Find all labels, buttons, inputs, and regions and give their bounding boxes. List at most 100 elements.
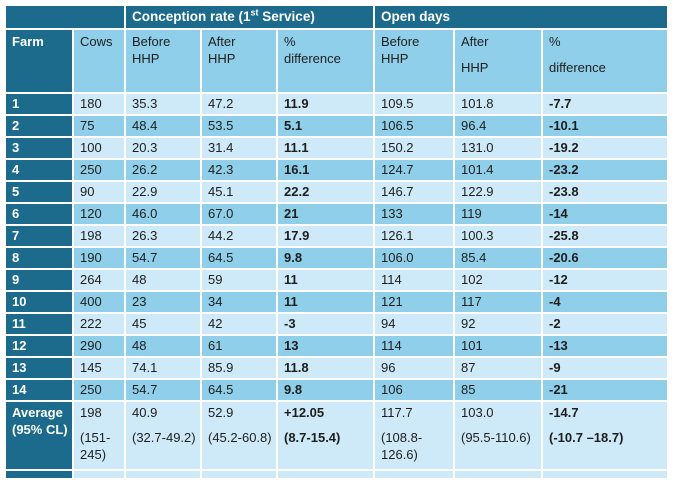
column-header-cr-after-hhp: After HHP bbox=[202, 30, 276, 92]
cr-before-cell: 20.3 bbox=[126, 138, 200, 158]
cows-cell: 250 bbox=[74, 380, 124, 400]
cr-after-cell: 67.0 bbox=[202, 204, 276, 224]
cr-diff-cell: 9.8 bbox=[278, 248, 373, 268]
table-row: 8 190 54.7 64.5 9.8 106.0 85.4 -20.6 bbox=[6, 248, 667, 268]
od-diff-cell: -10.1 bbox=[543, 116, 667, 136]
cr-after-cell: 31.4 bbox=[202, 138, 276, 158]
cr-before-cell: 54.7 bbox=[126, 248, 200, 268]
average-cows-cell: 198 (151-245) bbox=[74, 402, 124, 469]
farm-number-cell: 8 bbox=[6, 248, 72, 268]
cows-cell: 264 bbox=[74, 270, 124, 290]
cr-before-cell: 35.3 bbox=[126, 94, 200, 114]
cr-after-cell: 45.1 bbox=[202, 182, 276, 202]
cows-cell: 222 bbox=[74, 314, 124, 334]
column-header-od-before-hhp: Before HHP bbox=[375, 30, 453, 92]
table-row: 14 250 54.7 64.5 9.8 106 85 -21 bbox=[6, 380, 667, 400]
od-before-cell: 114 bbox=[375, 270, 453, 290]
od-after-cell: 117 bbox=[455, 292, 541, 312]
table-row: 9 264 48 59 11 114 102 -12 bbox=[6, 270, 667, 290]
cr-diff-cell: 22.2 bbox=[278, 182, 373, 202]
group-header-open-days: Open days bbox=[375, 6, 667, 28]
od-before-cell: 150.2 bbox=[375, 138, 453, 158]
average-od-after-cell: 103.0 (95.5-110.6) bbox=[455, 402, 541, 469]
od-after-cell: 96.4 bbox=[455, 116, 541, 136]
cr-before-cell: 22.9 bbox=[126, 182, 200, 202]
superscript-st: st bbox=[250, 7, 259, 18]
table-row: 6 120 46.0 67.0 21 133 119 -14 bbox=[6, 204, 667, 224]
farm-number-cell: 11 bbox=[6, 314, 72, 334]
od-before-cell: 124.7 bbox=[375, 160, 453, 180]
column-header-cr-pct-difference: % difference bbox=[278, 30, 373, 92]
od-after-cell: 85.4 bbox=[455, 248, 541, 268]
od-diff-cell: -19.2 bbox=[543, 138, 667, 158]
od-before-cell: 121 bbox=[375, 292, 453, 312]
cr-diff-cell: 16.1 bbox=[278, 160, 373, 180]
cows-cell: 400 bbox=[74, 292, 124, 312]
od-after-cell: 101.8 bbox=[455, 94, 541, 114]
column-header-od-pct-difference: % difference bbox=[543, 30, 667, 92]
farm-number-cell: 1 bbox=[6, 94, 72, 114]
od-before-cell: 94 bbox=[375, 314, 453, 334]
cr-before-cell: 26.2 bbox=[126, 160, 200, 180]
cr-diff-cell: 21 bbox=[278, 204, 373, 224]
od-after-cell: 101 bbox=[455, 336, 541, 356]
average-od-before-cell: 117.7 (108.8-126.6) bbox=[375, 402, 453, 469]
farm-results-table: Conception rate (1st Service) Open days … bbox=[4, 4, 669, 480]
group-header-conception: Conception rate (1st Service) bbox=[126, 6, 373, 28]
cows-cell: 90 bbox=[74, 182, 124, 202]
cr-before-cell: 48.4 bbox=[126, 116, 200, 136]
average-cr-after-cell: 52.9 (45.2-60.8) bbox=[202, 402, 276, 469]
od-after-cell: 87 bbox=[455, 358, 541, 378]
empty-cell bbox=[455, 471, 541, 478]
table-row: 12 290 48 61 13 114 101 -13 bbox=[6, 336, 667, 356]
cr-before-cell: 54.7 bbox=[126, 380, 200, 400]
table-row: 1 180 35.3 47.2 11.9 109.5 101.8 -7.7 bbox=[6, 94, 667, 114]
od-before-cell: 106 bbox=[375, 380, 453, 400]
cr-after-cell: 47.2 bbox=[202, 94, 276, 114]
cr-before-cell: 45 bbox=[126, 314, 200, 334]
cows-cell: 120 bbox=[74, 204, 124, 224]
od-diff-cell: -23.8 bbox=[543, 182, 667, 202]
group-header-spacer bbox=[6, 6, 124, 28]
cr-diff-cell: 5.1 bbox=[278, 116, 373, 136]
cr-after-cell: 34 bbox=[202, 292, 276, 312]
farm-number-cell: 4 bbox=[6, 160, 72, 180]
table-row: 10 400 23 34 11 121 117 -4 bbox=[6, 292, 667, 312]
table-footer: Average (95% CL) 198 (151-245) 40.9 (32.7-4… bbox=[6, 402, 667, 478]
od-diff-cell: -4 bbox=[543, 292, 667, 312]
cr-diff-cell: 11.9 bbox=[278, 94, 373, 114]
cr-after-cell: 64.5 bbox=[202, 248, 276, 268]
empty-cell bbox=[375, 471, 453, 478]
od-after-cell: 100.3 bbox=[455, 226, 541, 246]
farm-number-cell: 6 bbox=[6, 204, 72, 224]
od-after-cell: 85 bbox=[455, 380, 541, 400]
cr-after-cell: 44.2 bbox=[202, 226, 276, 246]
od-before-cell: 109.5 bbox=[375, 94, 453, 114]
cows-cell: 290 bbox=[74, 336, 124, 356]
farm-number-cell: 2 bbox=[6, 116, 72, 136]
od-diff-cell: -13 bbox=[543, 336, 667, 356]
cr-diff-cell: 11 bbox=[278, 292, 373, 312]
od-diff-cell: -20.6 bbox=[543, 248, 667, 268]
cows-cell: 145 bbox=[74, 358, 124, 378]
average-cr-diff-cell: +12.05 (8.7-15.4) bbox=[278, 402, 373, 469]
table-row: 13 145 74.1 85.9 11.8 96 87 -9 bbox=[6, 358, 667, 378]
od-before-cell: 126.1 bbox=[375, 226, 453, 246]
cr-before-cell: 46.0 bbox=[126, 204, 200, 224]
od-diff-cell: -2 bbox=[543, 314, 667, 334]
empty-cell bbox=[543, 471, 667, 478]
od-diff-cell: -25.8 bbox=[543, 226, 667, 246]
cows-cell: 198 bbox=[74, 226, 124, 246]
table-row: 11 222 45 42 -3 94 92 -2 bbox=[6, 314, 667, 334]
cr-after-cell: 42.3 bbox=[202, 160, 276, 180]
cr-before-cell: 74.1 bbox=[126, 358, 200, 378]
cr-diff-cell: -3 bbox=[278, 314, 373, 334]
column-header-farm: Farm bbox=[6, 30, 72, 92]
table-row: 4 250 26.2 42.3 16.1 124.7 101.4 -23.2 bbox=[6, 160, 667, 180]
cr-after-cell: 53.5 bbox=[202, 116, 276, 136]
cr-after-cell: 85.9 bbox=[202, 358, 276, 378]
cows-cell: 100 bbox=[74, 138, 124, 158]
cr-before-cell: 48 bbox=[126, 270, 200, 290]
cr-before-cell: 48 bbox=[126, 336, 200, 356]
od-after-cell: 131.0 bbox=[455, 138, 541, 158]
